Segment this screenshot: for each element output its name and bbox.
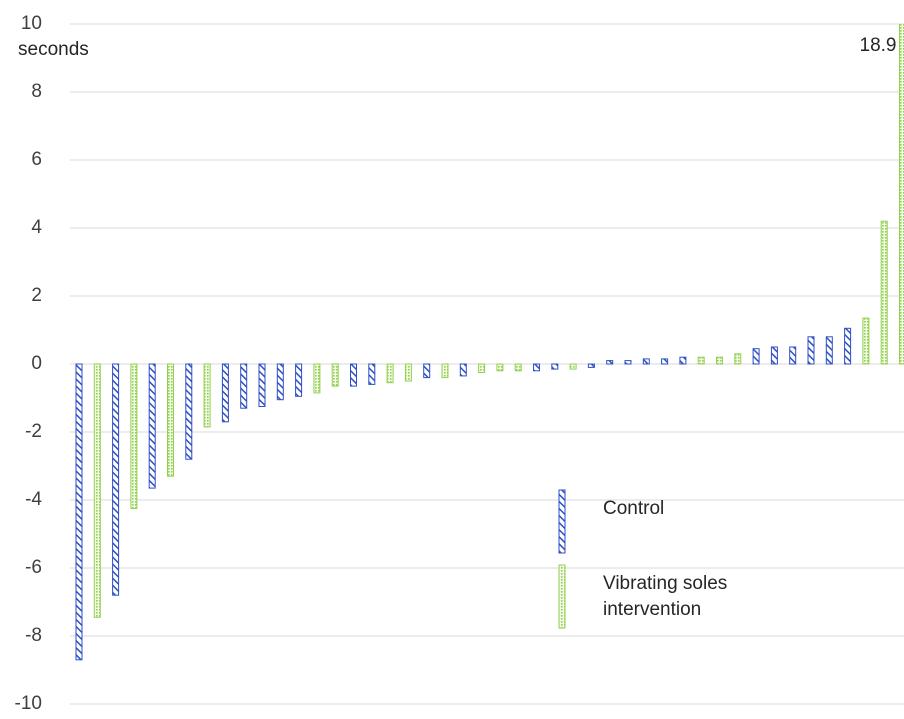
bar bbox=[735, 354, 741, 364]
y-tick-label: 4 bbox=[31, 217, 42, 238]
bar bbox=[808, 337, 814, 364]
bar bbox=[534, 364, 540, 371]
bar bbox=[826, 337, 832, 364]
y-tick-label: 2 bbox=[31, 285, 42, 306]
bar bbox=[717, 357, 723, 364]
bar bbox=[424, 364, 430, 378]
y-tick-label: 10 bbox=[21, 13, 42, 34]
bar bbox=[387, 364, 393, 383]
bar bbox=[94, 364, 100, 617]
bar bbox=[570, 364, 576, 369]
bar bbox=[479, 364, 485, 373]
legend-label: Vibrating soles intervention bbox=[603, 571, 773, 623]
y-tick-label: 8 bbox=[31, 81, 42, 102]
bar bbox=[460, 364, 466, 376]
bar bbox=[131, 364, 137, 509]
bar bbox=[442, 364, 448, 378]
bar bbox=[845, 328, 851, 364]
y-tick-label: -10 bbox=[15, 693, 42, 714]
bar bbox=[113, 364, 119, 595]
bar bbox=[222, 364, 228, 422]
bar bbox=[863, 318, 869, 364]
bar bbox=[881, 221, 887, 364]
y-tick-label: 0 bbox=[31, 353, 42, 374]
bar bbox=[351, 364, 357, 386]
bar bbox=[625, 361, 631, 364]
y-tick-label: -4 bbox=[25, 489, 42, 510]
bar bbox=[241, 364, 247, 408]
y-tick-label: -2 bbox=[25, 421, 42, 442]
bar bbox=[680, 357, 686, 364]
bar bbox=[168, 364, 174, 476]
y-tick-label: -6 bbox=[25, 557, 42, 578]
bar bbox=[405, 364, 411, 381]
bar bbox=[314, 364, 320, 393]
bar bbox=[277, 364, 283, 400]
bar bbox=[259, 364, 265, 407]
bar bbox=[900, 0, 904, 364]
bar bbox=[552, 364, 558, 369]
bar bbox=[332, 364, 338, 386]
bar bbox=[607, 361, 613, 364]
y-tick-label: -8 bbox=[25, 625, 42, 646]
bar bbox=[186, 364, 192, 459]
bar bbox=[149, 364, 155, 488]
bar bbox=[771, 347, 777, 364]
legend-swatch bbox=[559, 490, 565, 553]
data-label: 18.9 bbox=[860, 35, 897, 56]
bar bbox=[76, 364, 82, 660]
legend-label: Control bbox=[603, 496, 773, 522]
y-axis-label: seconds bbox=[18, 39, 89, 60]
bar bbox=[790, 347, 796, 364]
bar bbox=[515, 364, 521, 371]
bar bbox=[296, 364, 302, 396]
bar bbox=[753, 349, 759, 364]
legend-swatch bbox=[559, 565, 565, 628]
bar bbox=[588, 364, 594, 367]
y-tick-label: 6 bbox=[31, 149, 42, 170]
bar bbox=[662, 359, 668, 364]
bar bbox=[369, 364, 375, 384]
bar bbox=[643, 359, 649, 364]
bar bbox=[698, 357, 704, 364]
bar bbox=[497, 364, 503, 371]
bar bbox=[204, 364, 210, 427]
